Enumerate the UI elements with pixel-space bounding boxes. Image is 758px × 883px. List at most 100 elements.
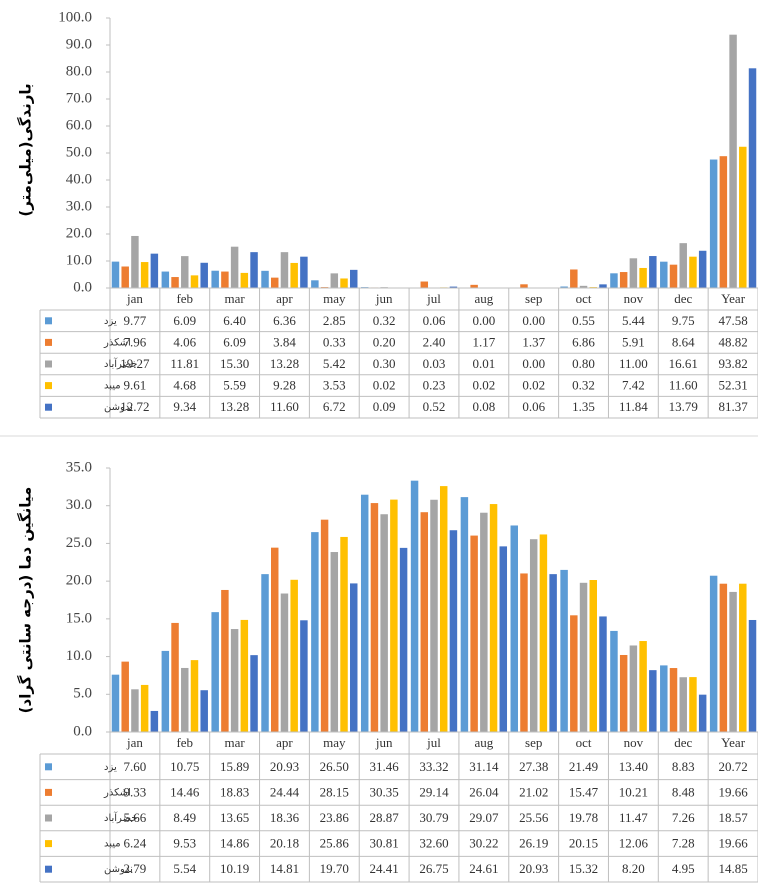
table-value: 1.37 bbox=[522, 334, 545, 349]
table-value: 0.55 bbox=[572, 313, 595, 328]
table-value: 1.35 bbox=[572, 399, 595, 414]
table-value: 21.02 bbox=[519, 784, 548, 799]
y-tick-label: 80.0 bbox=[66, 63, 92, 79]
legend-label: اشکذر bbox=[103, 787, 131, 798]
legend-swatch bbox=[45, 865, 52, 873]
table-value: 11.00 bbox=[619, 356, 648, 371]
table-value: 8.49 bbox=[173, 810, 196, 825]
bar bbox=[719, 156, 728, 288]
table-value: 15.30 bbox=[220, 356, 249, 371]
table-value: 14.46 bbox=[170, 784, 200, 799]
bar bbox=[300, 256, 308, 288]
legend-label: ندوشن bbox=[104, 402, 133, 413]
x-tick-label: jan bbox=[126, 291, 143, 306]
table-value: 0.00 bbox=[522, 356, 545, 371]
bar bbox=[619, 654, 628, 732]
bar bbox=[610, 273, 618, 288]
y-tick-label: 100.0 bbox=[58, 9, 92, 25]
table-value: 21.49 bbox=[569, 759, 598, 774]
bar bbox=[290, 579, 298, 732]
bar bbox=[150, 253, 159, 288]
table-value: 20.15 bbox=[569, 836, 598, 851]
bar bbox=[140, 262, 149, 288]
bar bbox=[560, 286, 568, 288]
x-tick-label: nov bbox=[624, 735, 644, 750]
table-value: 3.53 bbox=[323, 378, 346, 393]
y-tick-label: 90.0 bbox=[66, 36, 92, 52]
legend-label: خضرآباد bbox=[104, 357, 137, 370]
table-value: 5.54 bbox=[173, 861, 196, 876]
x-tick-label: jan bbox=[126, 735, 143, 750]
table-value: 1.17 bbox=[472, 334, 495, 349]
table-value: 28.15 bbox=[320, 784, 349, 799]
y-tick-label: 20.0 bbox=[66, 573, 92, 589]
table-value: 8.64 bbox=[672, 334, 695, 349]
x-tick-label: feb bbox=[176, 291, 193, 306]
y-tick-label: 30.0 bbox=[66, 497, 92, 513]
table-value: 0.03 bbox=[423, 356, 446, 371]
bar bbox=[140, 684, 149, 732]
table-value: 12.06 bbox=[619, 836, 649, 851]
bar bbox=[470, 535, 478, 732]
bar bbox=[698, 694, 707, 732]
legend-label: یزد bbox=[104, 316, 117, 327]
bar bbox=[748, 619, 757, 732]
y-tick-label: 50.0 bbox=[66, 144, 92, 160]
table-value: 2.79 bbox=[124, 861, 147, 876]
bar bbox=[599, 616, 607, 732]
bar bbox=[240, 619, 249, 732]
table-value: 6.36 bbox=[273, 313, 296, 328]
table-value: 10.21 bbox=[619, 784, 648, 799]
bar bbox=[610, 630, 618, 732]
x-tick-label: mar bbox=[225, 291, 246, 306]
y-tick-label: 40.0 bbox=[66, 171, 92, 187]
table-value: 14.81 bbox=[270, 861, 299, 876]
table-value: 28.87 bbox=[370, 810, 400, 825]
bar bbox=[748, 68, 757, 289]
legend-swatch bbox=[45, 763, 52, 771]
bar bbox=[480, 512, 488, 732]
x-tick-label: aug bbox=[474, 291, 493, 306]
table-value: 15.32 bbox=[569, 861, 598, 876]
table-value: 0.52 bbox=[423, 399, 446, 414]
bar bbox=[449, 530, 458, 732]
table-value: 11.81 bbox=[170, 356, 199, 371]
bar bbox=[489, 504, 498, 732]
y-tick-label: 10.0 bbox=[66, 648, 92, 664]
bar bbox=[290, 262, 298, 288]
table-value: 0.02 bbox=[522, 378, 545, 393]
bar bbox=[221, 589, 229, 732]
x-tick-label: sep bbox=[525, 291, 542, 306]
table-value: 14.86 bbox=[220, 836, 250, 851]
table-value: 18.36 bbox=[270, 810, 300, 825]
bar bbox=[729, 34, 737, 288]
legend-label: میبد bbox=[104, 839, 121, 850]
table-value: 6.86 bbox=[572, 334, 595, 349]
bar bbox=[520, 573, 528, 732]
table-value: 26.19 bbox=[519, 836, 548, 851]
bar bbox=[131, 689, 139, 732]
bar bbox=[261, 574, 269, 732]
bar bbox=[709, 159, 718, 288]
bar bbox=[330, 273, 339, 288]
table-value: 11.84 bbox=[619, 399, 648, 414]
x-tick-label: jun bbox=[375, 735, 393, 750]
bar bbox=[181, 256, 189, 288]
bar bbox=[619, 272, 628, 288]
bar bbox=[639, 641, 647, 732]
table-value: 5.66 bbox=[124, 810, 147, 825]
table-value: 20.93 bbox=[519, 861, 548, 876]
table-value: 14.85 bbox=[718, 861, 747, 876]
x-tick-label: sep bbox=[525, 735, 542, 750]
table-value: 24.41 bbox=[370, 861, 399, 876]
table-value: 0.80 bbox=[572, 356, 595, 371]
legend-swatch bbox=[45, 840, 52, 848]
legend-swatch bbox=[45, 788, 52, 796]
x-tick-label: dec bbox=[674, 735, 692, 750]
bar bbox=[121, 266, 129, 288]
bar bbox=[350, 269, 358, 288]
bar bbox=[539, 534, 548, 732]
y-tick-label: 70.0 bbox=[66, 90, 92, 106]
y-tick-label: 20.0 bbox=[66, 225, 92, 241]
